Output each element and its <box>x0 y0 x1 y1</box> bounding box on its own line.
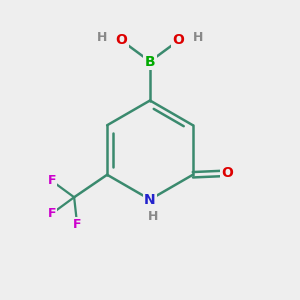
Text: O: O <box>172 34 184 47</box>
Text: O: O <box>116 34 128 47</box>
Text: B: B <box>145 55 155 68</box>
Text: O: O <box>221 166 233 180</box>
Text: F: F <box>47 174 56 187</box>
Text: H: H <box>148 209 158 223</box>
Text: F: F <box>47 207 56 220</box>
Text: F: F <box>73 218 81 231</box>
Text: H: H <box>193 31 203 44</box>
Text: N: N <box>144 193 156 206</box>
Text: H: H <box>97 31 107 44</box>
